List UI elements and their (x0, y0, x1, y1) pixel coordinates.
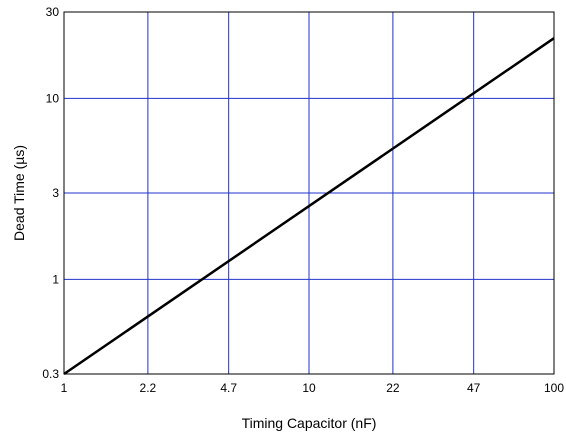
y-tick-label: 0.3 (42, 367, 59, 381)
grid-lines (64, 12, 554, 374)
y-tick-label: 1 (52, 272, 59, 286)
plot-frame (63, 11, 555, 375)
x-tick-label: 100 (544, 381, 564, 395)
x-tick-label: 22 (386, 381, 400, 395)
x-tick-label: 1 (61, 381, 68, 395)
x-tick-label: 10 (302, 381, 316, 395)
dead-time-line (63, 37, 555, 376)
y-axis-title: Dead Time (µs) (11, 145, 27, 241)
y-tick-label: 10 (46, 91, 60, 105)
y-tick-label: 3 (52, 186, 59, 200)
x-axis-title: Timing Capacitor (nF) (242, 415, 377, 431)
y-tick-label: 30 (46, 5, 60, 19)
x-tick-labels: 1 2.2 4.7 10 22 47 100 (61, 381, 565, 395)
x-tick-label: 2.2 (140, 381, 157, 395)
y-tick-labels: 0.3 1 3 10 30 (42, 5, 59, 381)
x-tick-label: 4.7 (220, 381, 237, 395)
series-layer (63, 37, 555, 376)
x-tick-label: 47 (467, 381, 481, 395)
